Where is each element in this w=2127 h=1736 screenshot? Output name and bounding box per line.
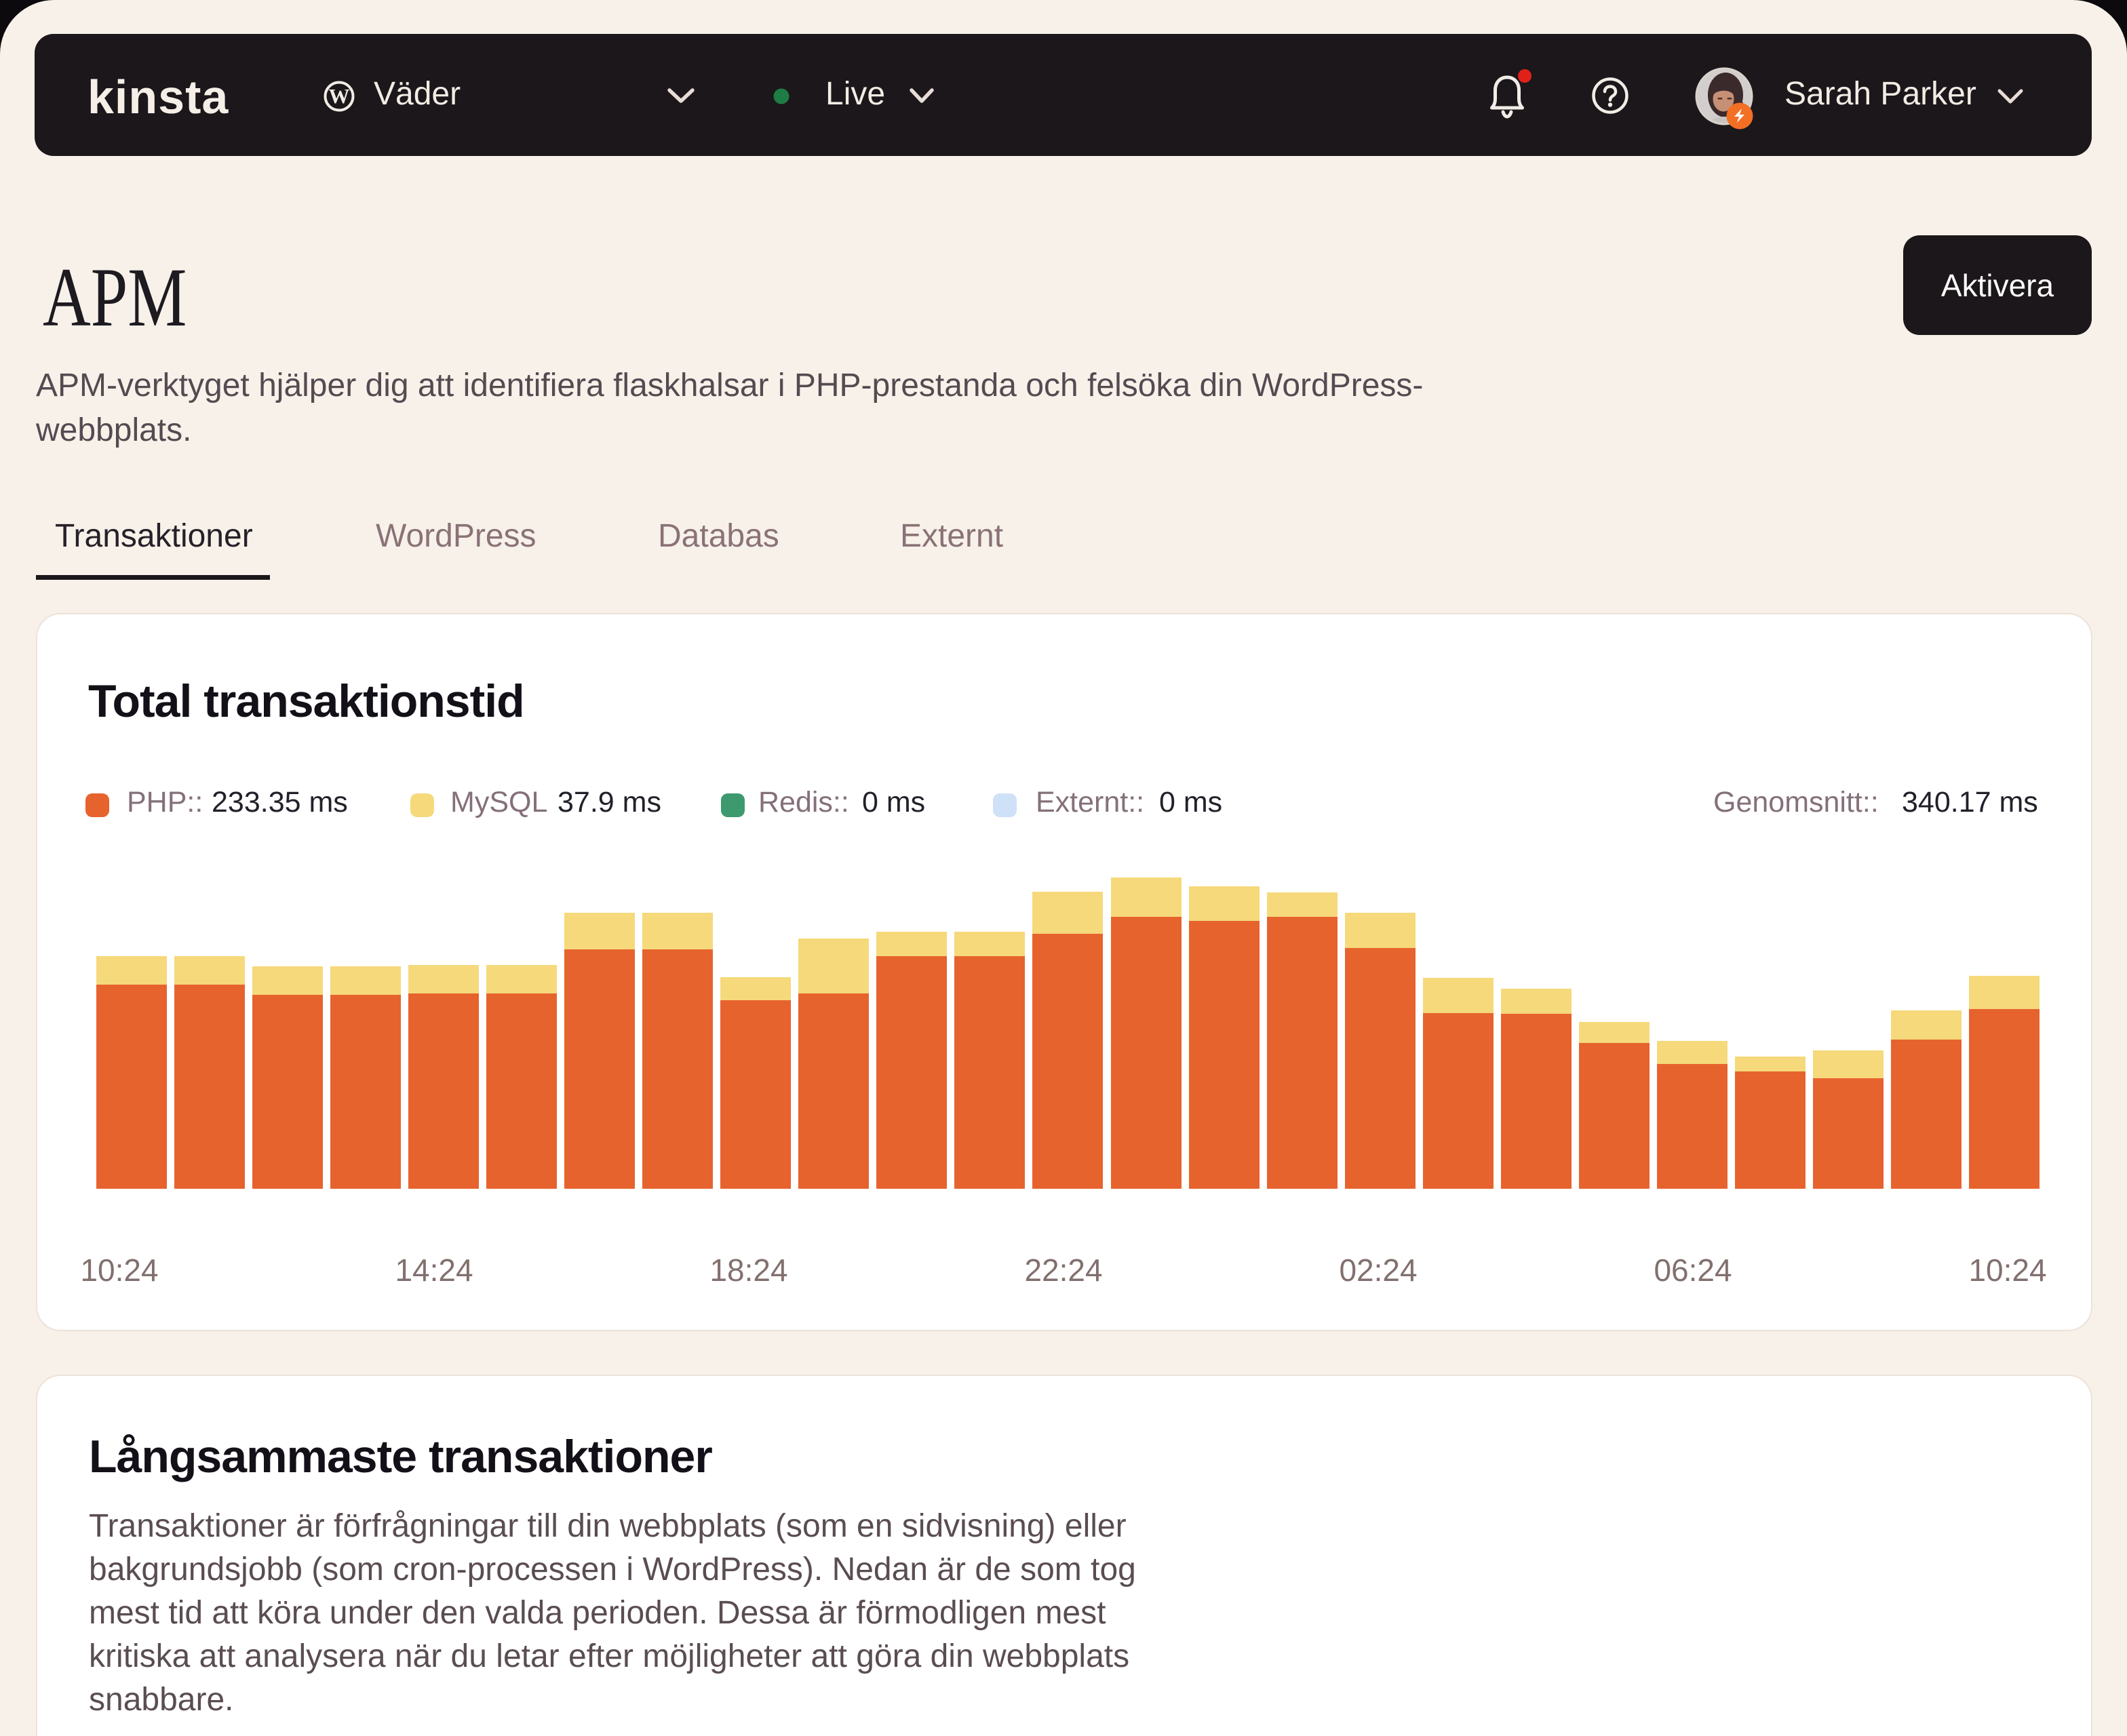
- svg-text:W: W: [329, 84, 350, 108]
